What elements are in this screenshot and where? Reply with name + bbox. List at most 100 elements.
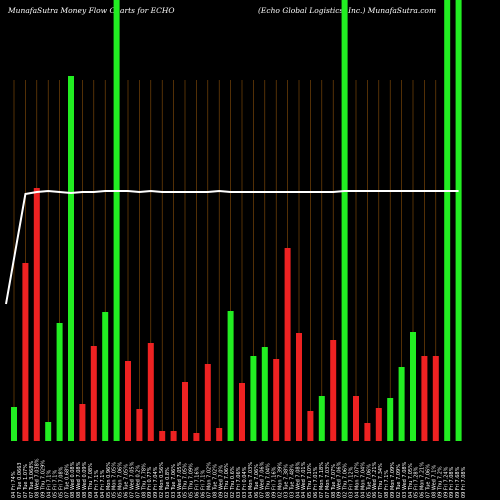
x-tick-label: 02 Tue 7.09%	[396, 464, 402, 498]
bar	[170, 431, 177, 441]
x-tick-label: 06 Mon 7.21%	[420, 462, 426, 498]
x-tick-label: 07 Mon 7.02%	[206, 462, 212, 498]
x-tick-label: 04 Fri 74%	[11, 471, 17, 498]
x-tick-label: 04 Mon 7.07%	[354, 462, 360, 498]
x-tick-label: 03 Fri 7.12%	[349, 466, 355, 498]
x-tick-label: 03 Tue 7.48%	[289, 464, 295, 498]
x-tick-label: 06 Fri 7.01%	[313, 466, 319, 498]
x-tick-label: 09 Fri 7.24%	[443, 466, 449, 498]
x-tick-label: 05 Thu 7.09%	[189, 463, 195, 498]
bar	[113, 0, 120, 441]
bar	[353, 396, 359, 441]
x-tick-label: 03 Tue 0.8%	[165, 467, 171, 498]
bar	[11, 407, 17, 441]
x-tick-label: 09 Fri 7.08%	[461, 466, 467, 498]
x-tick-label: 04 Mon 7.03%	[248, 462, 254, 498]
x-tick-label: 05 Fri 7.28%	[414, 466, 420, 498]
bar	[296, 333, 302, 441]
x-tick-label: 08 Thu 7.78%	[141, 463, 147, 498]
bar	[273, 359, 280, 441]
x-tick-label: 06 Wed 7.21%	[372, 461, 378, 498]
x-tick-label: 06 Fri 7.16%	[195, 466, 201, 498]
bar	[261, 347, 268, 441]
x-tick-label: 04 Mon 7.04%	[360, 462, 366, 498]
x-tick-label: 09 Fri 7.08%	[449, 466, 455, 498]
x-tick-label: 04 Wed 7.05%	[177, 461, 183, 498]
x-tick-label: 09 Wed 7.06%	[337, 461, 343, 498]
x-tick-label: 09 Fri 0.77%	[147, 466, 153, 498]
x-tick-label: 08 Wed 0.09%	[82, 461, 88, 498]
x-tick-label: 07 Thu 7.34%	[378, 463, 384, 498]
x-tick-label: 04 Fri 7.1%	[94, 470, 100, 498]
x-tick-label: 05 Thu 7.05%	[183, 463, 189, 498]
bar	[318, 396, 325, 441]
x-tick-label: 03 Wed 7.08%	[402, 461, 408, 498]
bar	[204, 364, 211, 441]
bar	[330, 340, 337, 441]
x-tick-label: 04 Wed 7.08%	[295, 461, 301, 498]
bar	[250, 356, 257, 441]
bar	[284, 248, 291, 441]
bar	[455, 0, 462, 441]
x-tick-label: 08 Tue 7.07%	[331, 464, 337, 498]
x-tick-label: 07 Tue 0.0663	[17, 462, 23, 498]
bar	[227, 311, 234, 441]
x-tick-label: 07 Wed 7.06%	[260, 461, 266, 498]
x-tick-label: 09 Mon 7.09%	[390, 462, 396, 498]
x-tick-label: 08 Wed 7.08%	[76, 461, 82, 498]
x-tick-label: 02 Mon 0.56%	[159, 462, 165, 498]
x-tick-label: 09 Fri 7.16%	[272, 466, 278, 498]
bar	[68, 76, 74, 441]
x-tick-label: 08 Thu 7.04%	[266, 463, 272, 498]
bar	[182, 382, 188, 441]
bar	[136, 409, 143, 441]
x-tick-label: 04 Wed 7.01%	[301, 461, 307, 498]
bar	[307, 411, 314, 441]
bar	[364, 423, 371, 441]
x-tick-label: 02 Mon 7.39%	[277, 462, 283, 498]
x-tick-label: 07 Wed 0.2%	[135, 465, 141, 498]
bar	[387, 398, 394, 441]
x-tick-label: 03 Fri 7.06%	[236, 466, 242, 498]
x-tick-label: 05 Fri 7.08%	[58, 466, 64, 498]
x-tick-label: 07 Tue 0.68%	[64, 464, 70, 498]
x-tick-label: 02 Thu 7.06%	[343, 463, 349, 498]
x-tick-label: 05 Fri 7.1%	[52, 470, 58, 498]
bar	[102, 312, 109, 441]
bar	[398, 367, 405, 441]
x-tick-label: 06 Tue 7.05%	[124, 464, 130, 498]
bar	[444, 0, 451, 441]
x-tick-label: 08 Wed 0.08%	[70, 461, 76, 498]
x-tick-label: 05 Mon 0.96%	[106, 462, 112, 498]
bar	[33, 188, 40, 441]
x-tick-label: 09 Fri 7.04%	[153, 466, 159, 498]
x-tick-label: 07 Tue 1.07%	[23, 464, 29, 498]
bar	[79, 404, 86, 441]
x-tick-label: 08 Tue 7.02%	[212, 464, 218, 498]
x-tick-label: 03 Fri 0.04%	[242, 466, 248, 498]
bar	[410, 332, 416, 441]
x-tick-label: 05 Tue 7.06%	[366, 464, 372, 498]
x-tick-label: 04 Fri 7.1%	[47, 470, 53, 498]
bar	[421, 356, 428, 441]
x-tick-label: 09 Fri 7.68%	[455, 466, 461, 498]
x-tick-label: 06 Fri 7.1%	[201, 470, 207, 498]
bar	[341, 0, 348, 441]
x-tick-label: 09 Thu 7.029%	[41, 460, 47, 498]
x-tick-label: 05 Thu 7.10%	[307, 463, 313, 498]
x-tick-label: 09 Thu 7.2%	[437, 466, 443, 498]
x-tick-label: 08 Wed 7.038%	[35, 458, 41, 498]
bar	[22, 263, 29, 441]
x-tick-label: 07 Tue 3.068%	[29, 461, 35, 498]
bar	[45, 422, 52, 441]
bar	[239, 383, 245, 441]
x-tick-label: 09 Wed 7.0%	[218, 465, 224, 498]
x-tick-label: 07 Tue 7.06%	[426, 464, 432, 498]
x-tick-label: 03 Tue 7.38%	[283, 464, 289, 498]
bar	[375, 408, 382, 441]
x-tick-label: 07 Mon 7.18%	[319, 462, 325, 498]
bar	[216, 428, 223, 441]
x-tick-label: 05 Mon 7.06%	[118, 462, 124, 498]
bar	[432, 356, 439, 441]
